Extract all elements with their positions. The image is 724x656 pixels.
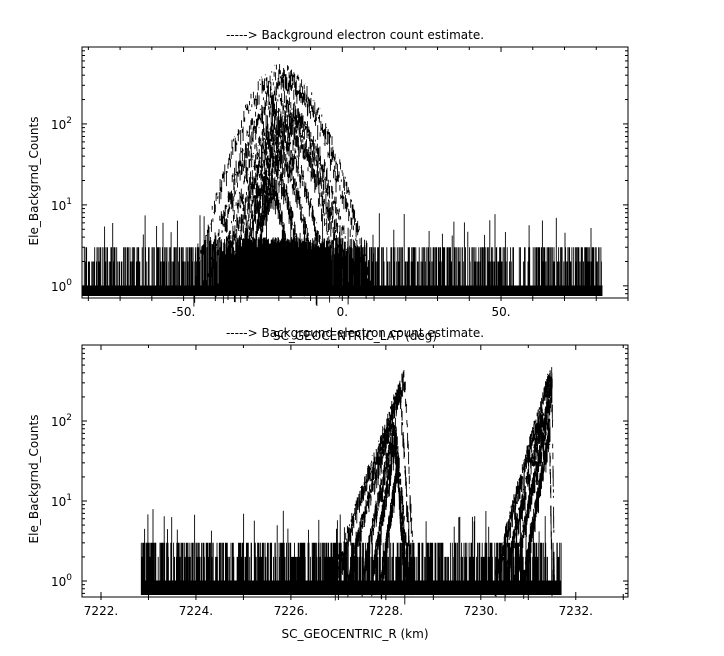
y-tick-label: 102 bbox=[51, 413, 72, 429]
plot-frame-1 bbox=[81, 46, 629, 299]
y-tick-label: 100 bbox=[51, 278, 72, 294]
x-tick-label: -50. bbox=[172, 305, 195, 319]
x-tick-label: 7222. bbox=[84, 604, 118, 618]
chart-panel-2: -----> Background electron count estimat… bbox=[27, 326, 629, 641]
x-tick-label: 7226. bbox=[274, 604, 308, 618]
y-tick-label: 102 bbox=[51, 116, 72, 132]
x-tick-label: 7230. bbox=[464, 604, 498, 618]
y-axis-ticks-2: 100 101 102 bbox=[51, 348, 628, 594]
y-axis-label-1: Ele_Backgrnd_Counts bbox=[27, 117, 41, 246]
data-series-2 bbox=[140, 367, 562, 605]
y-axis-ticks-1: 100 101 102 bbox=[51, 50, 628, 295]
x-tick-label: 50. bbox=[491, 305, 510, 319]
chart-title-1: -----> Background electron count estimat… bbox=[226, 28, 484, 42]
x-axis-ticks-2: 7222. 7224. 7226. 7228. 7230. 7232. bbox=[84, 345, 624, 618]
x-axis-label-1: SC_GEOCENTRIC_LAT (deg) bbox=[273, 329, 437, 343]
x-axis-ticks-1: -50. 0. 50. bbox=[87, 47, 629, 319]
x-tick-label: 0. bbox=[337, 305, 348, 319]
x-tick-label: 7224. bbox=[179, 604, 213, 618]
y-axis-label-2: Ele_Backgrnd_Counts bbox=[27, 415, 41, 544]
x-tick-label: 7228. bbox=[369, 604, 403, 618]
y-tick-label: 101 bbox=[51, 493, 72, 509]
data-series-1 bbox=[81, 64, 603, 307]
plot-frame-2 bbox=[81, 344, 629, 598]
chart-title-2: -----> Background electron count estimat… bbox=[226, 326, 484, 340]
data-series-path-2 bbox=[140, 367, 562, 605]
x-tick-label: 7232. bbox=[559, 604, 593, 618]
chart-panel-1: -----> Background electron count estimat… bbox=[27, 28, 629, 343]
data-series-path-1 bbox=[81, 64, 603, 307]
y-tick-label: 100 bbox=[51, 573, 72, 589]
x-axis-label-2: SC_GEOCENTRIC_R (km) bbox=[282, 627, 429, 641]
y-tick-label: 101 bbox=[51, 197, 72, 213]
